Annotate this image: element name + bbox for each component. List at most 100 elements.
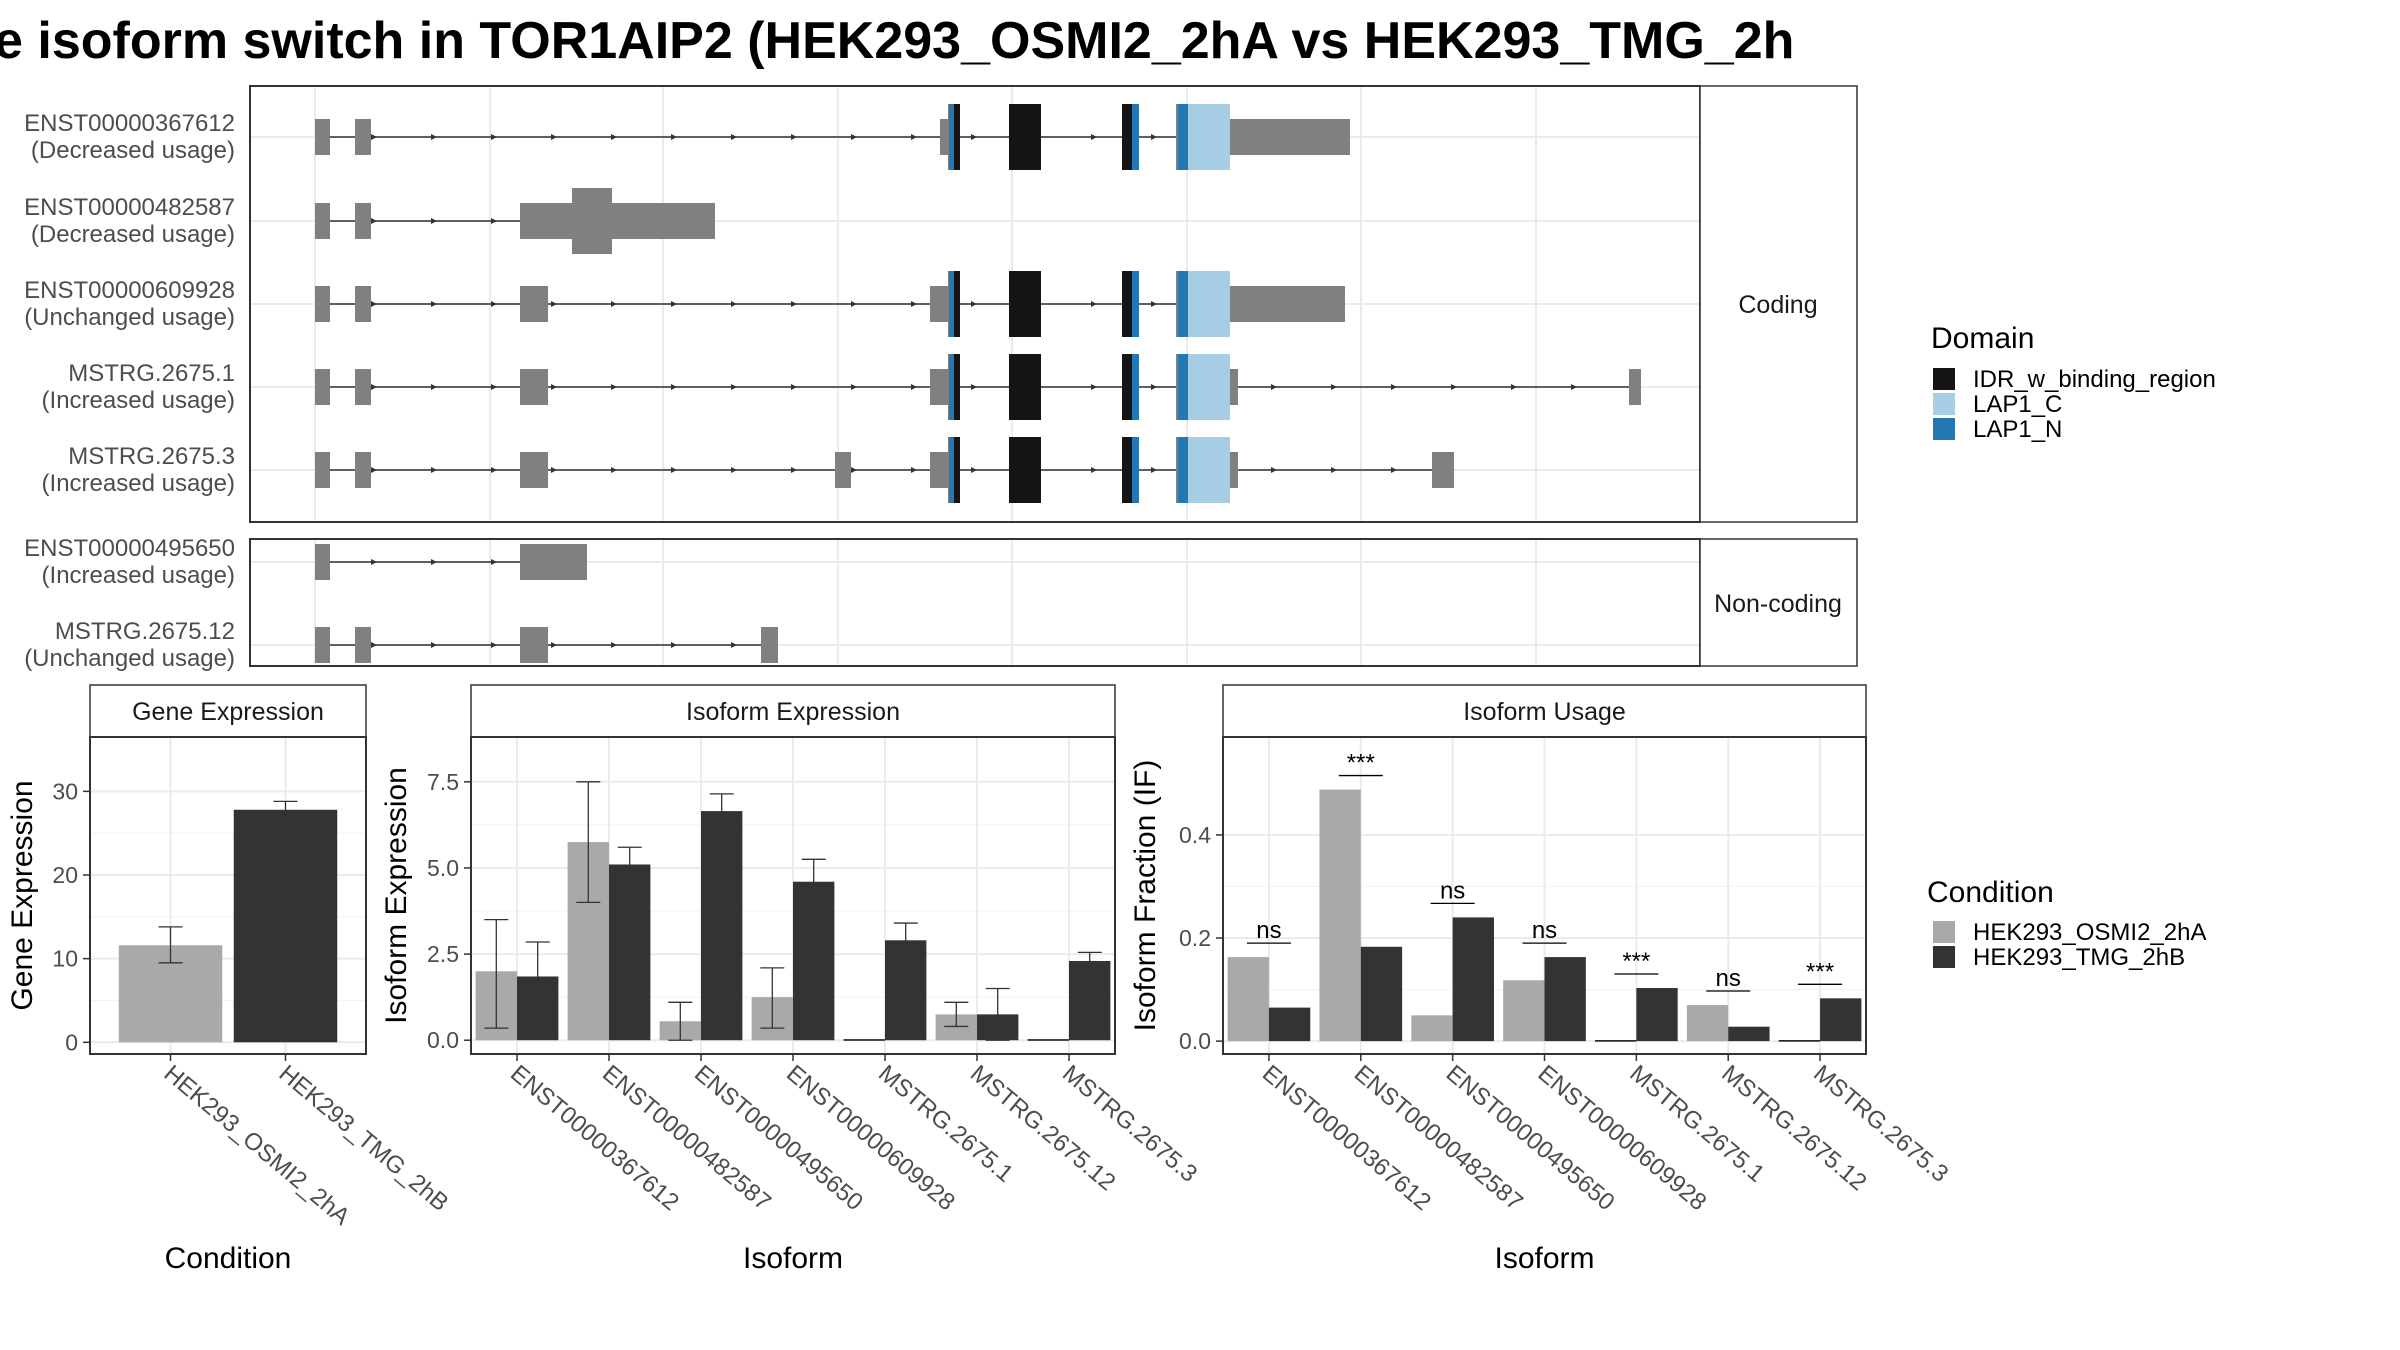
transcript-usage-label: (Unchanged usage) [24, 304, 235, 331]
condition-legend-swatch [1933, 946, 1955, 968]
y-axis-title: Isoform Fraction (IF) [1129, 760, 1162, 1032]
domain-idr-block [1009, 437, 1041, 503]
domain-idr-block [954, 354, 960, 420]
intron-arrow-icon [551, 384, 557, 390]
intron-arrow-icon [431, 134, 437, 140]
intron-arrow-icon [971, 384, 977, 390]
domain-idr-block [1009, 354, 1041, 420]
utr-exon [1629, 369, 1641, 405]
domain-lap1_n-block [949, 271, 954, 337]
intron-arrow-icon [611, 134, 617, 140]
y-tick-label: 7.5 [427, 769, 459, 795]
x-tick-label: ENST00000609928 [1533, 1060, 1712, 1216]
panel-strip [1222, 684, 1867, 738]
x-tick-label: ENST00000495650 [689, 1060, 868, 1216]
transcript-id-label: MSTRG.2675.1 [68, 360, 235, 387]
condition-legend-label: HEK293_TMG_2hB [1973, 944, 2185, 971]
intron-arrow-icon [551, 301, 557, 307]
structure-coding-panel: Coding [249, 85, 1858, 523]
utr-exon [930, 452, 950, 488]
domain-legend-label: IDR_w_binding_region [1973, 366, 2216, 393]
intron-arrow-icon [431, 559, 437, 565]
intron-arrow-icon [1511, 384, 1517, 390]
intron-arrow-icon [1451, 384, 1457, 390]
domain-idr-block [954, 104, 960, 170]
x-tick-label: ENST00000367612 [1257, 1060, 1436, 1216]
transcript-usage-label: (Increased usage) [42, 387, 235, 414]
panel-strip [470, 684, 1116, 738]
x-tick-label: ENST00000367612 [505, 1060, 684, 1216]
domain-lap1_n-block [1178, 271, 1188, 337]
domain-idr-block [1122, 104, 1132, 170]
y-tick-label: 2.5 [427, 941, 459, 967]
bar-osmi2 [1027, 1039, 1069, 1041]
intron-arrow-icon [371, 384, 377, 390]
intron-arrow-icon [491, 134, 497, 140]
intron-arrow-icon [611, 301, 617, 307]
intron-arrow-icon [1391, 467, 1397, 473]
utr-exon [315, 452, 330, 488]
utr-exon [355, 203, 371, 239]
transcript-id-label: ENST00000495650 [24, 535, 235, 562]
figure-title: e isoform switch in TOR1AIP2 (HEK293_OSM… [0, 12, 1794, 70]
intron-arrow-icon [971, 134, 977, 140]
domain-lap1c-exon [1188, 104, 1230, 170]
intron-arrow-icon [731, 134, 737, 140]
panel-strip-title: Isoform Usage [1463, 698, 1626, 726]
intron-arrow-icon [431, 218, 437, 224]
significance-label: *** [1622, 948, 1650, 975]
y-tick-label: 30 [52, 778, 78, 804]
intron-arrow-icon [1151, 134, 1157, 140]
domain-lap1_n-block [949, 437, 954, 503]
bar-osmi2 [1319, 789, 1361, 1042]
condition-legend-title: Condition [1927, 876, 2054, 909]
x-tick-label: ENST00000495650 [1441, 1060, 1620, 1216]
x-tick-label: ENST00000609928 [781, 1060, 960, 1216]
bar-tmg [1268, 1007, 1311, 1042]
domain-lap1_n-block [1178, 437, 1188, 503]
intron-arrow-icon [791, 134, 797, 140]
noncoding-strip-label: Non-coding [1714, 590, 1842, 618]
noncoding-strip [1699, 538, 1858, 667]
isoform-usage-chart: Isoform Usage ns *** ns ns *** ns *** 0.0 0.2 0.4 E… [1129, 684, 1953, 1275]
y-tick-label: 0 [65, 1029, 78, 1055]
utr-exon [315, 119, 330, 155]
condition-legend-swatch [1933, 921, 1955, 943]
bar-osmi2 [1686, 1005, 1729, 1042]
intron-arrow-icon [551, 134, 557, 140]
transcript-labels: ENST00000367612(Decreased usage)ENST0000… [24, 110, 235, 672]
intron-arrow-icon [971, 301, 977, 307]
intron-arrow-icon [911, 384, 917, 390]
intron-arrow-icon [611, 642, 617, 648]
utr-exon [930, 286, 950, 322]
condition-legend-label: HEK293_OSMI2_2hA [1973, 919, 2206, 946]
structure-noncoding-panel: Non-coding [249, 538, 1858, 667]
x-axis-title: Isoform [1494, 1242, 1594, 1275]
bar-tmg [1360, 946, 1403, 1042]
intron-arrow-icon [371, 218, 377, 224]
intron-arrow-icon [731, 384, 737, 390]
intron-arrow-icon [851, 384, 857, 390]
domain-idr-block [1009, 104, 1041, 170]
intron-arrow-icon [371, 301, 377, 307]
utr-exon [315, 544, 330, 580]
utr-exon [940, 119, 948, 155]
x-tick-label: HEK293_OSMI2_2hA [159, 1060, 355, 1231]
utr-exon [835, 452, 851, 488]
panel-strip-title: Gene Expression [132, 698, 324, 726]
domain-lap1c-exon [1188, 271, 1230, 337]
domain-legend-label: LAP1_C [1973, 391, 2062, 418]
y-axis-title: Gene Expression [6, 780, 39, 1010]
utr-exon [520, 544, 587, 580]
intron-arrow-icon [1331, 384, 1337, 390]
domain-legend-swatch [1933, 418, 1955, 440]
domain-idr-block [1009, 271, 1041, 337]
domain-idr-block [1122, 271, 1132, 337]
transcript-usage-label: (Decreased usage) [31, 221, 235, 248]
intron-arrow-icon [851, 134, 857, 140]
intron-arrow-icon [1091, 134, 1097, 140]
domain-lap1_n-block [1178, 104, 1188, 170]
bar-osmi2 [1411, 1015, 1453, 1042]
